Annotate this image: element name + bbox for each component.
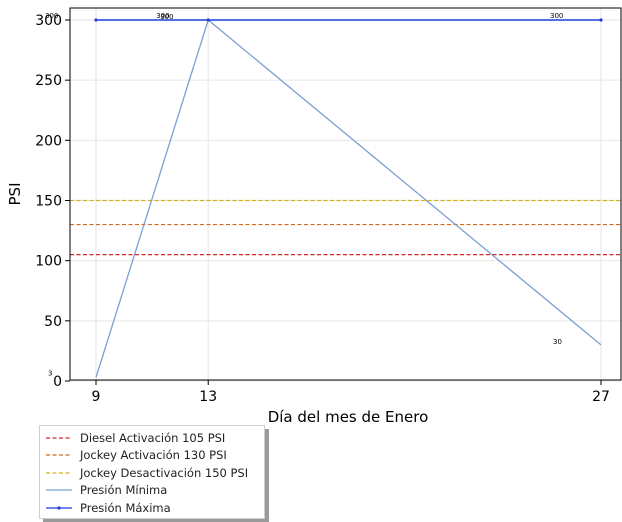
legend-label: Jockey Desactivación 150 PSI — [80, 465, 249, 480]
legend-item: Jockey Desactivación 150 PSI — [46, 464, 264, 482]
x-tick-label: 9 — [92, 389, 101, 405]
y-tick-label: 250 — [35, 73, 62, 89]
x-tick-label: 13 — [199, 389, 217, 405]
y-tick-label: 100 — [35, 254, 62, 270]
data-label: 300 — [160, 13, 173, 21]
series-point — [94, 18, 98, 22]
y-tick-label: 300 — [35, 13, 62, 29]
legend-swatch — [46, 485, 72, 495]
legend-swatch — [46, 468, 72, 478]
series-line-3 — [95, 18, 602, 378]
y-axis-ticks: 0 50 100 150 200 250 300 — [35, 13, 70, 390]
y-tick-label: 0 — [53, 374, 62, 390]
x-tick-label: 27 — [592, 389, 610, 405]
legend-label: Jockey Activación 130 PSI — [80, 448, 227, 463]
legend-item: Diesel Activación 105 PSI — [46, 429, 264, 447]
y-tick-label: 150 — [35, 194, 62, 210]
legend-item: Presión Máxima — [46, 499, 264, 517]
x-axis-ticks: 9 13 27 — [92, 380, 610, 405]
legend-item: Presión Mínima — [46, 482, 264, 500]
legend-swatch — [46, 433, 72, 443]
legend-swatch — [46, 503, 72, 513]
series-lines — [94, 18, 603, 378]
series-point — [599, 18, 603, 22]
data-label: 30 — [553, 338, 562, 346]
reference-lines — [70, 199, 622, 256]
legend-label: Diesel Activación 105 PSI — [80, 430, 226, 445]
y-tick-label: 50 — [44, 314, 62, 330]
y-axis-label: PSI — [6, 183, 24, 206]
x-axis-label: Día del mes de Enero — [268, 408, 429, 426]
y-tick-label: 200 — [35, 133, 62, 149]
series-point — [206, 18, 210, 22]
legend-label: Presión Mínima — [80, 483, 168, 498]
plot-frame — [69, 7, 622, 381]
data-label: 300 — [550, 12, 563, 20]
data-label: 300 — [156, 12, 169, 20]
data-label: 300 — [45, 12, 58, 20]
data-label: 3 — [48, 369, 52, 377]
legend: Diesel Activación 105 PSI Jockey Activaci… — [39, 425, 265, 519]
legend-label: Presión Máxima — [80, 500, 171, 515]
legend-swatch — [46, 450, 72, 460]
legend-item: Jockey Activación 130 PSI — [46, 447, 264, 465]
